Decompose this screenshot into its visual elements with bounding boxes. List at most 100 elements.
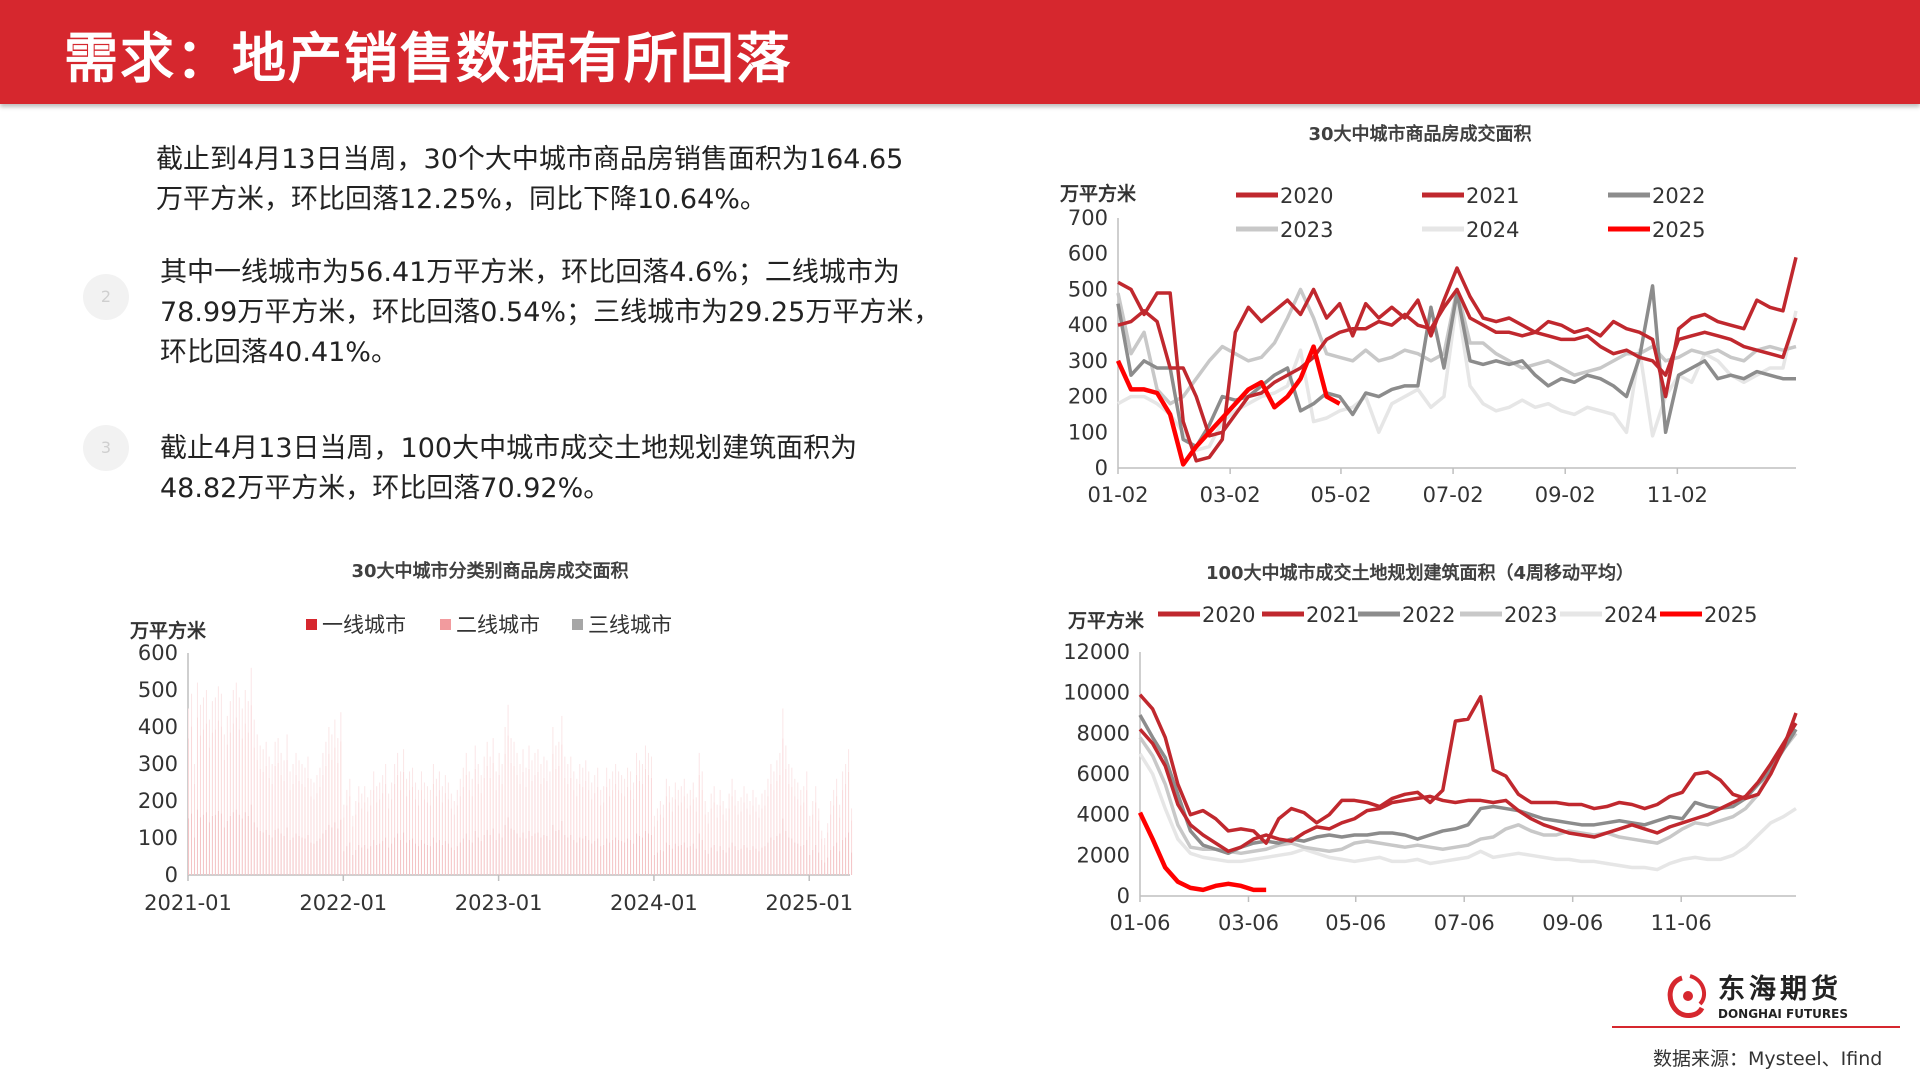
bar-first-tier — [588, 839, 590, 875]
bar-first-tier — [522, 832, 524, 875]
bar-second-tier — [830, 814, 832, 850]
x-tick-label: 05-06 — [1325, 911, 1386, 935]
bar-third-tier — [310, 778, 312, 797]
bar-first-tier — [534, 833, 536, 875]
bar-first-tier — [265, 829, 267, 875]
bar-second-tier — [567, 783, 569, 838]
bar-third-tier — [564, 756, 566, 778]
bar-second-tier — [519, 783, 521, 838]
bar-third-tier — [641, 764, 644, 784]
bar-third-tier — [504, 727, 506, 754]
bar-second-tier — [555, 768, 557, 831]
bar-first-tier — [208, 822, 210, 875]
bar-first-tier — [788, 837, 790, 875]
bar-third-tier — [644, 745, 647, 769]
bar-second-tier — [253, 747, 255, 823]
bar-first-tier — [546, 836, 548, 875]
bar-second-tier — [220, 726, 222, 814]
bar-first-tier — [444, 841, 446, 875]
bar-second-tier — [292, 783, 294, 838]
y-tick-label: 0 — [1117, 884, 1130, 908]
y-tick-label: 600 — [1068, 242, 1108, 266]
bar-second-tier — [650, 777, 652, 835]
bar-third-tier — [830, 801, 832, 815]
bar-first-tier — [409, 839, 411, 875]
bar-third-tier — [701, 771, 703, 791]
paragraph-2-line-3: 环比回落40.41%。 — [160, 337, 398, 368]
bar-first-tier — [283, 836, 285, 875]
bar-third-tier — [719, 789, 721, 806]
bullet-2: 2 — [83, 274, 129, 320]
bar-second-tier — [331, 759, 333, 828]
bar-third-tier — [450, 793, 452, 809]
bar-third-tier — [794, 778, 796, 797]
bar-first-tier — [319, 838, 321, 875]
legend-swatch-一线城市 — [306, 619, 317, 630]
bar-first-tier — [232, 812, 234, 875]
bar-first-tier — [809, 854, 811, 875]
bar-first-tier — [468, 839, 470, 875]
bar-third-tier — [304, 767, 306, 788]
bar-second-tier — [779, 774, 781, 834]
bar-third-tier — [358, 786, 360, 803]
bar-third-tier — [609, 778, 611, 797]
bar-first-tier — [594, 841, 596, 875]
bar-third-tier — [190, 693, 193, 727]
bar-first-tier — [791, 838, 793, 875]
bar-third-tier — [591, 782, 593, 800]
bar-third-tier — [540, 764, 542, 784]
bar-second-tier — [480, 793, 482, 842]
bar-first-tier — [567, 837, 569, 875]
bar-first-tier — [196, 809, 199, 875]
bar-first-tier — [635, 833, 638, 875]
logo-underline — [1612, 1026, 1900, 1028]
bar-second-tier — [671, 811, 673, 849]
bar-first-tier — [827, 857, 829, 875]
bar-second-tier — [695, 811, 697, 849]
bar-first-tier — [441, 844, 443, 875]
bar-third-tier — [773, 771, 775, 791]
x-tick-label: 01-02 — [1087, 483, 1148, 507]
bar-first-tier — [677, 846, 679, 875]
bar-first-tier — [379, 843, 381, 875]
bar-third-tier — [833, 789, 835, 806]
bar-first-tier — [806, 839, 808, 875]
bar-third-tier — [322, 752, 324, 775]
bar-second-tier — [495, 790, 497, 840]
header-bar: 需求：地产销售数据有所回落 — [0, 0, 1920, 104]
bar-third-tier — [698, 752, 700, 775]
bar-first-tier — [388, 847, 390, 875]
bar-second-tier — [298, 780, 300, 837]
bar-second-tier — [638, 780, 641, 837]
bar-first-tier — [411, 838, 414, 875]
bar-first-tier — [355, 849, 357, 875]
bar-second-tier — [301, 783, 303, 838]
bar-first-tier — [555, 830, 557, 875]
bar-first-tier — [698, 833, 700, 875]
bar-first-tier — [256, 827, 258, 875]
bar-third-tier — [498, 752, 500, 775]
bar-first-tier — [376, 844, 378, 875]
bar-first-tier — [537, 832, 539, 875]
bar-second-tier — [734, 805, 736, 847]
legend-label-2022: 2022 — [1402, 603, 1455, 627]
bar-first-tier — [477, 837, 479, 875]
bar-third-tier — [528, 745, 530, 769]
bar-first-tier — [851, 852, 853, 875]
bar-first-tier — [821, 859, 823, 875]
bar-third-tier — [570, 756, 572, 778]
bar-first-tier — [450, 847, 452, 875]
bar-third-tier — [537, 749, 539, 772]
bar-second-tier — [818, 820, 820, 853]
bar-second-tier — [468, 790, 470, 840]
bar-second-tier — [531, 780, 533, 837]
bar-second-tier — [313, 799, 315, 844]
bar-third-tier — [588, 771, 590, 791]
bar-third-tier — [253, 719, 255, 748]
bar-second-tier — [653, 826, 655, 855]
bar-second-tier — [504, 753, 506, 825]
bar-third-tier — [196, 682, 199, 718]
bar-first-tier — [674, 843, 676, 875]
bar-third-tier — [346, 789, 348, 806]
bar-second-tier — [621, 793, 623, 842]
